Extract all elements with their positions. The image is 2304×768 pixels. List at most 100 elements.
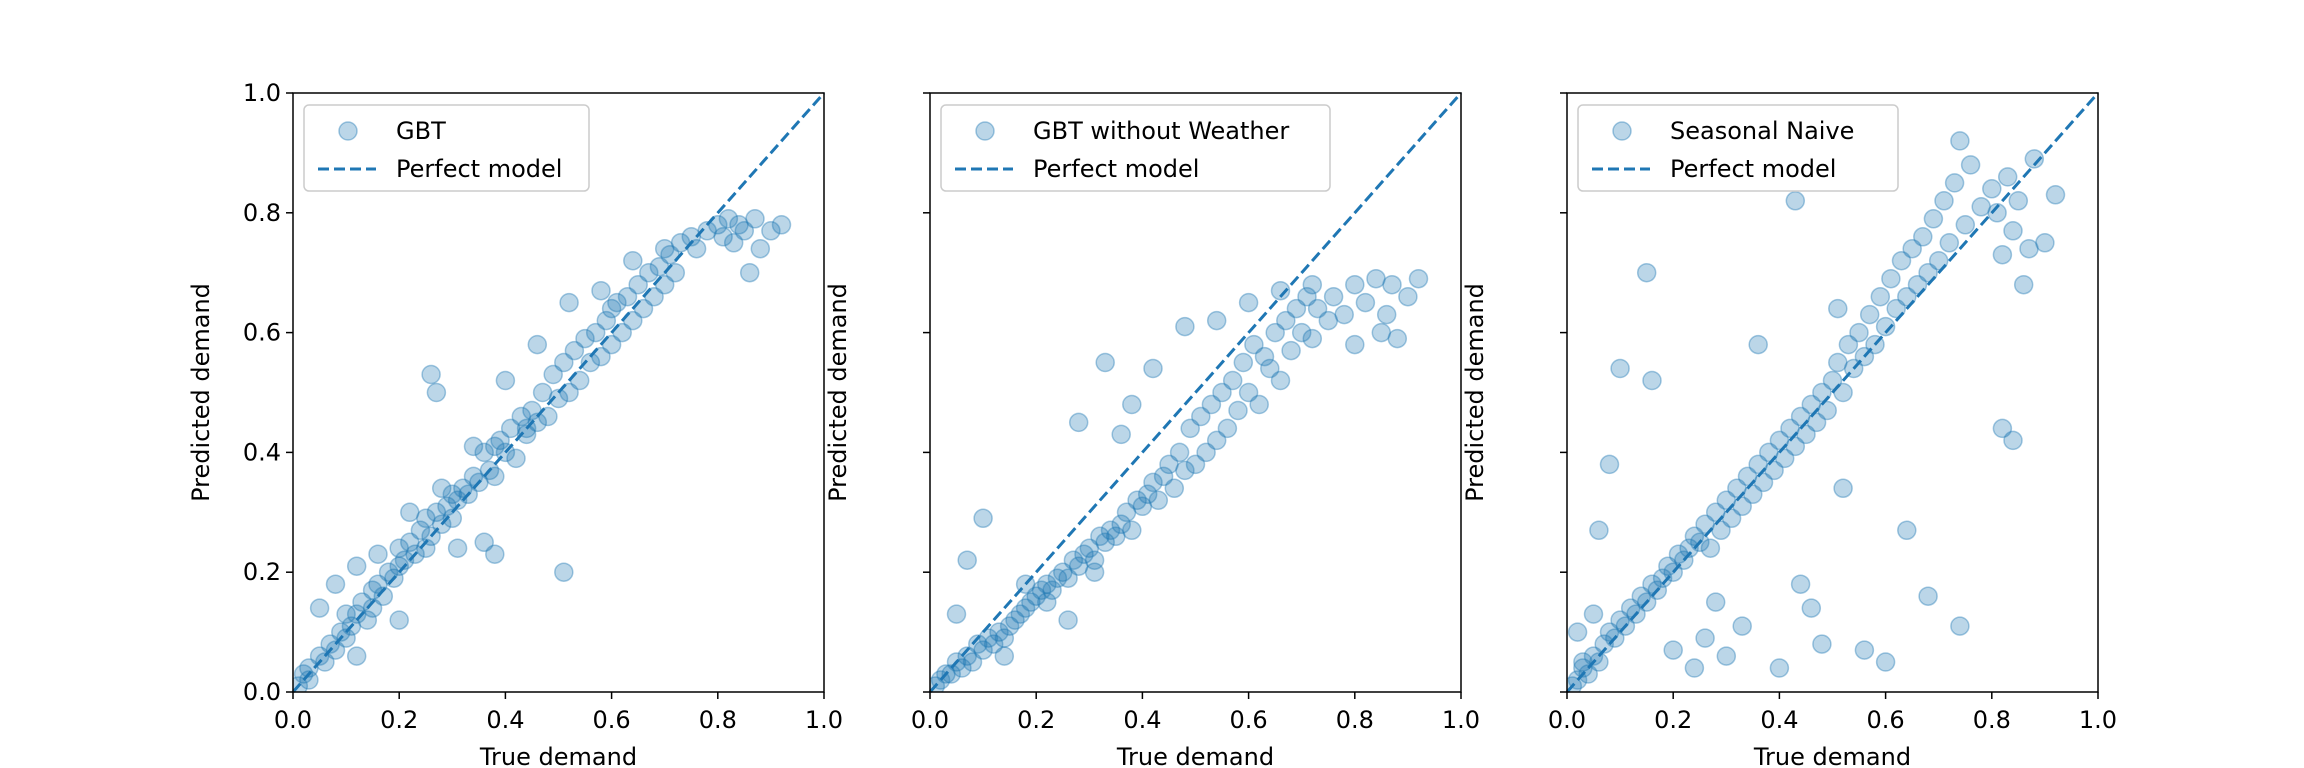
data-point [400, 532, 420, 553]
x-tick-label: 0.4 [1123, 706, 1161, 734]
data-point [601, 298, 622, 319]
data-point [2045, 185, 2066, 205]
data-point [1737, 466, 1758, 487]
data-point [1567, 622, 1588, 642]
data-point [1116, 502, 1137, 523]
data-point [554, 562, 574, 582]
data-point [1334, 304, 1354, 325]
data-point [442, 484, 463, 505]
x-tick-label: 1.0 [805, 706, 843, 734]
data-point [1206, 310, 1227, 331]
data-point [410, 520, 431, 541]
data-point [1748, 454, 1768, 475]
data-point [1801, 598, 1822, 618]
data-point [1992, 244, 2013, 265]
data-point [1180, 418, 1200, 439]
data-point [2024, 149, 2045, 169]
data-point [2019, 238, 2039, 259]
data-point [1849, 322, 1869, 343]
legend: GBT Perfect model [303, 104, 590, 192]
data-point [1037, 592, 1057, 612]
data-point [1408, 268, 1429, 289]
x-tick-label: 0.2 [1017, 706, 1055, 734]
data-point [1997, 167, 2018, 187]
data-point [1769, 430, 1790, 451]
data-point [1652, 568, 1673, 588]
data-point [1594, 634, 1614, 654]
data-point [628, 274, 648, 295]
x-tick-label: 0.6 [593, 706, 631, 734]
data-point [495, 370, 516, 391]
data-point [983, 634, 1004, 654]
data-point [1323, 286, 1344, 307]
data-point [309, 646, 330, 666]
data-point [1265, 322, 1285, 343]
data-point [1074, 544, 1094, 564]
x-tick-label: 0.4 [1760, 706, 1798, 734]
x-tick-label: 0.6 [1230, 706, 1268, 734]
data-point [1127, 490, 1147, 511]
data-point [2008, 191, 2029, 211]
data-point [1705, 592, 1726, 612]
data-point [1573, 658, 1593, 678]
data-point [1950, 131, 1970, 151]
data-point [623, 250, 643, 271]
x-axis-label: True demand [479, 743, 637, 768]
data-point [1286, 298, 1307, 319]
data-point [1153, 466, 1174, 487]
x-tick-label: 0.0 [911, 706, 949, 734]
x-tick-label: 0.8 [1973, 706, 2011, 734]
data-point [1090, 526, 1110, 547]
data-point [1583, 646, 1604, 666]
data-point [999, 616, 1020, 636]
perfect-model-line [1565, 92, 2100, 693]
data-point [336, 628, 356, 648]
data-point [1631, 586, 1652, 606]
data-point [1122, 520, 1142, 541]
data-point [315, 652, 335, 672]
data-point [1068, 556, 1089, 576]
data-point [1897, 286, 1917, 307]
legend-frame [1577, 104, 1899, 192]
data-point [1058, 568, 1078, 588]
data-point [293, 664, 314, 684]
data-point [1063, 550, 1084, 570]
data-point [1663, 640, 1683, 660]
data-point [1955, 215, 1976, 235]
data-point [506, 448, 526, 469]
data-point [1276, 310, 1296, 331]
data-point [1950, 616, 1970, 636]
data-point [1100, 520, 1121, 541]
data-point [2003, 430, 2023, 451]
data-point [1137, 484, 1158, 505]
data-point [1345, 334, 1365, 355]
data-point [378, 562, 399, 582]
y-tick-label: 1.0 [243, 79, 281, 107]
data-point [994, 646, 1015, 666]
legend: Seasonal Naive Perfect model [1577, 104, 1899, 192]
data-point [1095, 352, 1115, 373]
data-point [1249, 394, 1269, 415]
data-point [697, 221, 717, 241]
legend-marker-points [975, 121, 995, 141]
data-point [548, 388, 569, 409]
axes-frame [929, 92, 1462, 693]
scatter-points [930, 268, 1429, 692]
data-point [389, 556, 409, 576]
data-point [485, 544, 505, 564]
data-point [1828, 352, 1848, 373]
data-point [1870, 286, 1891, 307]
data-point [453, 478, 473, 499]
axes-frame [292, 92, 825, 693]
x-tick-label: 0.8 [1336, 706, 1374, 734]
data-point [346, 604, 367, 624]
data-point [1010, 604, 1031, 624]
data-point [400, 502, 420, 523]
data-point [957, 550, 977, 570]
data-point [368, 574, 388, 594]
data-point [1148, 490, 1169, 511]
data-point [1944, 173, 1965, 193]
data-point [554, 352, 574, 373]
data-point [516, 424, 537, 445]
data-point [389, 538, 409, 558]
